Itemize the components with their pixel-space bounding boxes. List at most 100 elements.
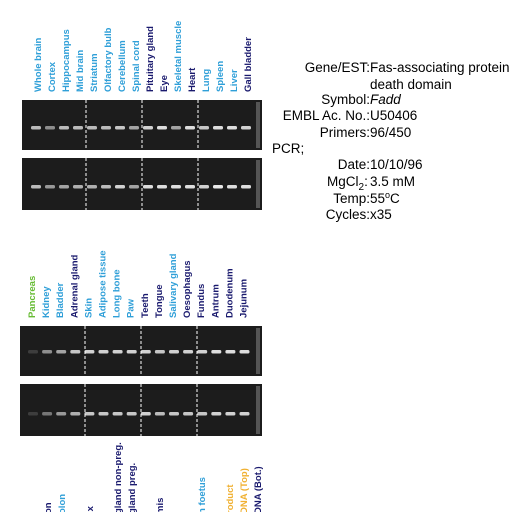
info-label: PCR;: [272, 141, 304, 156]
info-value: C: [390, 191, 400, 206]
info-label: Cycles:: [326, 207, 370, 222]
gel-band: [28, 350, 38, 354]
lane-label: Salivary gland: [168, 253, 179, 318]
info-value: 55: [370, 191, 385, 206]
lane-label: Pituitary gland: [145, 26, 156, 92]
lane-label: Duodenum: [224, 268, 235, 318]
info-label: :: [364, 174, 368, 189]
gel-band: [87, 126, 97, 130]
info-label: MgCl: [327, 174, 359, 189]
gel-band: [171, 126, 181, 130]
lane-label: Heart: [187, 67, 198, 92]
gel-band: [31, 185, 41, 189]
gel-band: [239, 350, 250, 354]
info-value: Fadd: [370, 92, 401, 107]
lane-label: Spleen: [215, 61, 226, 92]
gel-band: [112, 412, 123, 416]
gel-band: [73, 126, 83, 130]
gel-band: [98, 412, 109, 416]
gel-band: [211, 350, 222, 354]
gene-info: Gene/EST: Fas-associating protein with d…: [272, 60, 512, 222]
gel-band: [45, 126, 55, 130]
lane-label: Liver: [229, 69, 240, 92]
gel-band: [154, 412, 165, 416]
info-value: 10/10/96: [370, 157, 423, 172]
gel-band: [129, 126, 139, 130]
gel-band: [140, 350, 151, 354]
gel-band: [239, 412, 250, 416]
lane-label: Spinal cord: [131, 40, 142, 92]
info-value: x35: [370, 207, 392, 222]
info-label: Gene/EST:: [305, 60, 370, 75]
lane-label: Teeth: [140, 293, 151, 318]
lane-label: mis: [155, 498, 166, 512]
lane-label: Long bone: [112, 269, 123, 318]
info-label: MgCl2:: [327, 174, 368, 193]
info-value: 55oC: [370, 190, 400, 206]
gel-ladder: [256, 102, 260, 148]
lane-label: Skin: [83, 298, 94, 318]
gel-band: [199, 126, 209, 130]
gel-band: [225, 412, 236, 416]
lane-label: Olfactory bulb: [103, 27, 114, 92]
info-label: Primers:: [320, 125, 370, 140]
lane-label: Gall bladder: [243, 37, 254, 92]
lane-label: Hippocampus: [61, 29, 72, 92]
gel-band: [157, 185, 167, 189]
lane-label: ix: [85, 505, 96, 512]
gel-ladder: [256, 160, 260, 208]
gel-band: [140, 412, 151, 416]
gel-band: [143, 126, 153, 130]
info-value: 96/450: [370, 125, 411, 140]
gel-band: [197, 350, 208, 354]
gel-band: [227, 185, 237, 189]
gel-band: [101, 126, 111, 130]
info-label: Symbol:: [321, 92, 370, 107]
lane-label: Kidney: [41, 286, 52, 318]
gel-band: [42, 350, 53, 354]
lane-label: Jejunum: [239, 279, 250, 318]
gel-band: [183, 350, 194, 354]
gel-band: [70, 412, 81, 416]
lane-label: Fundus: [196, 284, 207, 318]
lane-label: Adipose tissue: [98, 250, 109, 318]
lane-label: Paw: [126, 298, 137, 318]
gel-band: [143, 185, 153, 189]
lane-label: Adrenal gland: [69, 254, 80, 318]
lane-label: olon: [57, 494, 68, 512]
gel-band: [199, 185, 209, 189]
gel-band: [115, 126, 125, 130]
gel-band: [213, 185, 223, 189]
lane-label: gland preg.: [127, 463, 138, 512]
lane-label: Oesophagus: [182, 260, 193, 318]
lane-label: Whole brain: [33, 37, 44, 92]
subscript: 2: [359, 182, 365, 193]
gel-ladder: [256, 328, 260, 374]
gel-band: [59, 185, 69, 189]
gel-band: [154, 350, 165, 354]
info-label: EMBL Ac. No.:: [283, 108, 370, 123]
superscript: o: [385, 190, 390, 200]
gel-band: [169, 350, 179, 354]
info-value: 3.5 mM: [370, 174, 415, 189]
gel-band: [129, 185, 139, 189]
gel-band: [87, 185, 97, 189]
lane-label: Tongue: [154, 284, 165, 318]
lane-label: DNA (Top): [239, 468, 250, 512]
info-label: Temp:: [333, 191, 370, 206]
lane-label: n foetus: [197, 477, 208, 512]
gel-band: [126, 350, 137, 354]
lane-label: Bladder: [55, 282, 66, 318]
lane-label: Skeletal muscle: [173, 21, 184, 92]
gel-band: [169, 412, 179, 416]
lane-label: roduct: [225, 484, 236, 512]
info-value: U50406: [370, 108, 417, 123]
info-value: death domain: [370, 77, 452, 92]
gel-band: [225, 350, 236, 354]
info-label: Date:: [338, 157, 370, 172]
gels: [20, 100, 262, 436]
gel-band: [197, 412, 208, 416]
gel-band: [31, 126, 41, 130]
lane-label: DNA (Bot.): [253, 466, 264, 512]
gel-band: [185, 185, 195, 189]
